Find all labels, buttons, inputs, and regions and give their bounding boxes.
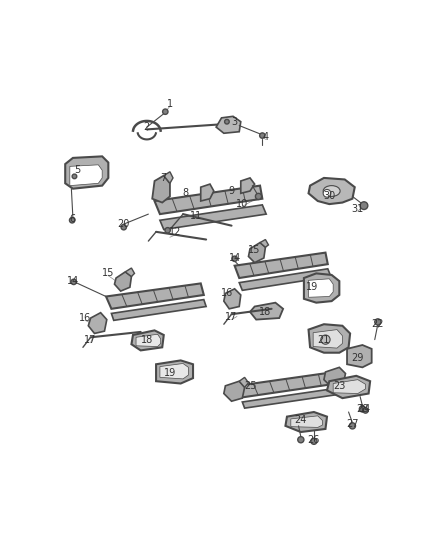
Text: 1: 1: [166, 99, 173, 109]
Polygon shape: [125, 268, 134, 277]
Circle shape: [259, 133, 265, 138]
Text: 3: 3: [231, 117, 237, 127]
Polygon shape: [136, 334, 160, 346]
Polygon shape: [303, 273, 339, 303]
Text: 28: 28: [355, 404, 368, 414]
Polygon shape: [332, 379, 365, 393]
Polygon shape: [250, 303, 283, 320]
Circle shape: [72, 174, 77, 179]
Text: 19: 19: [305, 282, 317, 292]
Circle shape: [231, 256, 237, 262]
Text: 16: 16: [220, 288, 233, 298]
Text: 14: 14: [359, 404, 371, 414]
Text: 2: 2: [143, 122, 150, 132]
Polygon shape: [200, 184, 213, 201]
Text: 22: 22: [371, 319, 383, 329]
Circle shape: [320, 335, 329, 344]
Text: 21: 21: [317, 335, 329, 345]
Text: 17: 17: [84, 335, 97, 345]
Polygon shape: [326, 376, 369, 398]
Text: 16: 16: [79, 313, 91, 323]
Text: 7: 7: [160, 173, 166, 183]
Text: 10: 10: [236, 199, 248, 209]
Circle shape: [359, 406, 365, 412]
Text: 24: 24: [294, 415, 306, 425]
Polygon shape: [285, 412, 326, 432]
Circle shape: [224, 119, 229, 124]
Polygon shape: [239, 269, 330, 290]
Polygon shape: [159, 205, 265, 230]
Circle shape: [165, 228, 170, 233]
Text: 30: 30: [322, 191, 335, 201]
Circle shape: [359, 202, 367, 209]
Circle shape: [322, 189, 330, 197]
Polygon shape: [242, 388, 339, 408]
Text: 15: 15: [248, 245, 260, 255]
Text: 11: 11: [190, 212, 202, 221]
Circle shape: [374, 319, 380, 325]
Text: 27: 27: [346, 419, 358, 429]
Circle shape: [297, 437, 303, 443]
Text: 5: 5: [74, 165, 81, 175]
Text: 31: 31: [351, 204, 363, 214]
Text: 18: 18: [259, 307, 271, 317]
Circle shape: [255, 193, 261, 199]
Polygon shape: [159, 364, 188, 379]
Text: 29: 29: [351, 353, 363, 363]
Polygon shape: [223, 289, 240, 309]
Text: 15: 15: [102, 269, 114, 278]
Polygon shape: [152, 175, 170, 203]
Polygon shape: [223, 381, 244, 401]
Polygon shape: [215, 116, 240, 133]
Polygon shape: [156, 360, 193, 384]
Polygon shape: [234, 253, 327, 278]
Polygon shape: [308, 178, 354, 204]
Polygon shape: [248, 243, 265, 263]
Text: 20: 20: [117, 219, 130, 229]
Text: 9: 9: [228, 186, 234, 196]
Text: 4: 4: [262, 132, 268, 142]
Polygon shape: [106, 284, 203, 309]
Polygon shape: [65, 156, 108, 189]
Polygon shape: [323, 367, 345, 387]
Polygon shape: [114, 272, 131, 291]
Polygon shape: [308, 279, 332, 297]
Polygon shape: [154, 185, 262, 214]
Text: 26: 26: [307, 435, 319, 445]
Polygon shape: [259, 239, 268, 247]
Circle shape: [162, 109, 168, 115]
Circle shape: [349, 423, 355, 429]
Polygon shape: [240, 178, 254, 193]
Text: 14: 14: [228, 253, 240, 263]
Text: 6: 6: [70, 214, 76, 224]
Polygon shape: [70, 165, 102, 185]
Text: 17: 17: [225, 311, 237, 321]
Text: 23: 23: [332, 381, 345, 391]
Polygon shape: [290, 416, 321, 427]
Text: 8: 8: [182, 188, 188, 198]
Polygon shape: [131, 330, 163, 350]
Polygon shape: [237, 372, 336, 398]
Polygon shape: [111, 300, 206, 320]
Circle shape: [362, 408, 367, 413]
Polygon shape: [312, 329, 342, 348]
Text: 25: 25: [243, 381, 256, 391]
Circle shape: [121, 224, 126, 230]
Polygon shape: [239, 377, 248, 387]
Circle shape: [71, 279, 76, 285]
Polygon shape: [88, 313, 106, 334]
Text: 14: 14: [67, 276, 79, 286]
Text: 12: 12: [169, 227, 181, 237]
Ellipse shape: [322, 185, 339, 196]
Text: 19: 19: [163, 368, 176, 378]
Polygon shape: [163, 172, 173, 183]
Circle shape: [310, 438, 316, 445]
Polygon shape: [346, 345, 371, 367]
Polygon shape: [308, 324, 350, 353]
Text: 18: 18: [141, 335, 152, 345]
Circle shape: [69, 217, 74, 223]
